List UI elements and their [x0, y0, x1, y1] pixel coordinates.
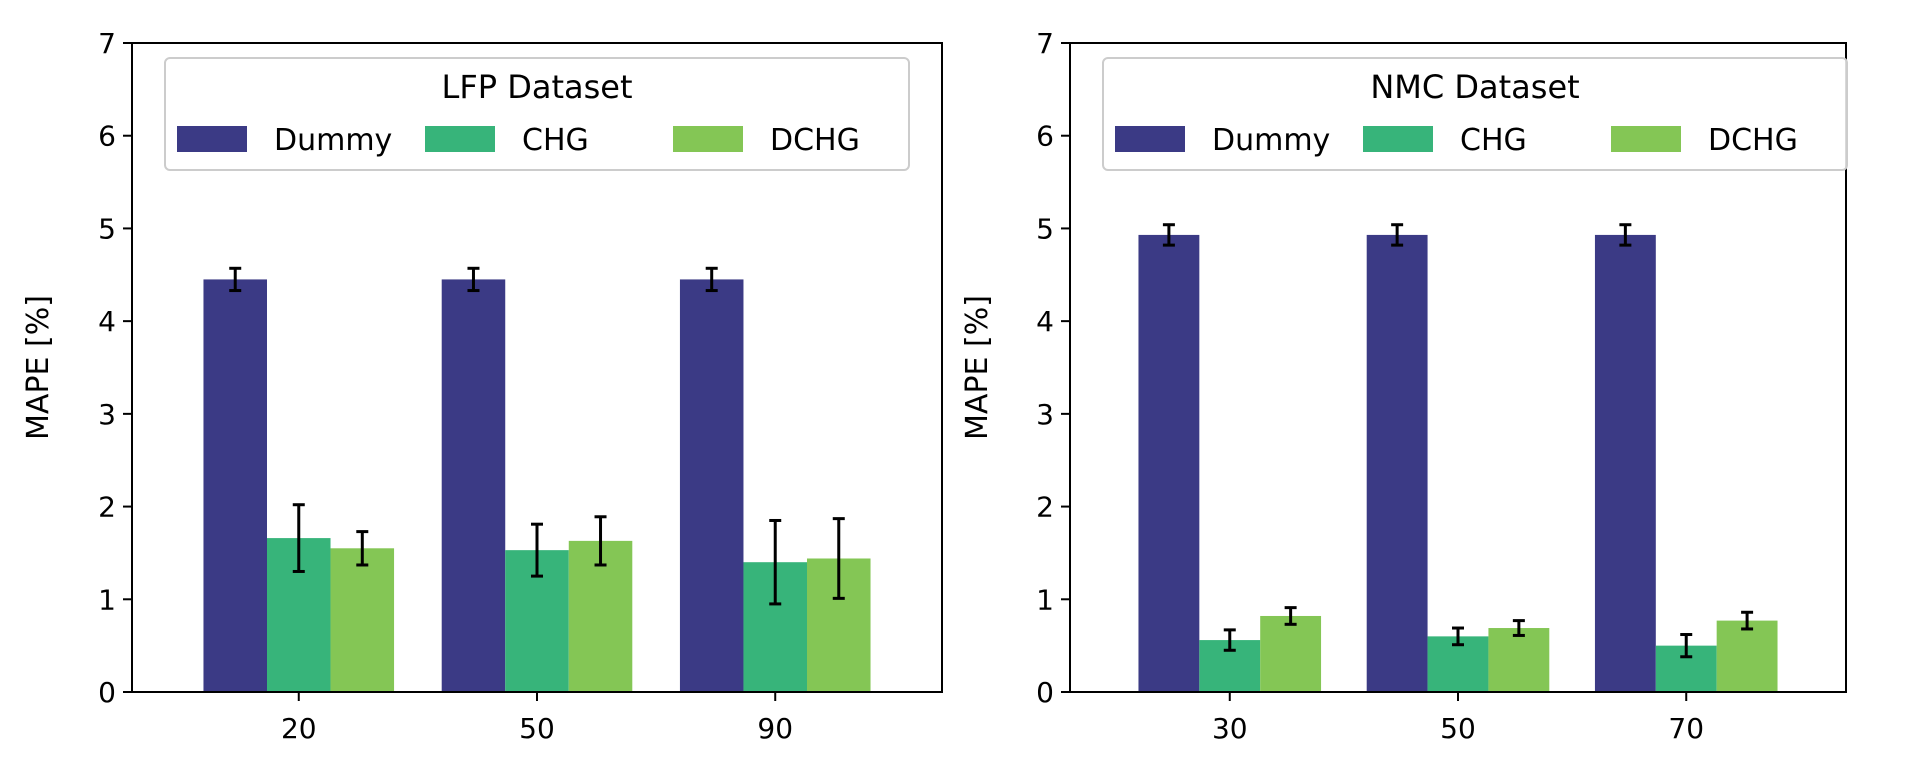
bar-dchg-70: [1716, 620, 1778, 692]
error-bar-dummy-50: [467, 266, 480, 293]
error-bar-dchg-70: [1741, 610, 1754, 631]
y-tick-label: 2: [98, 491, 116, 524]
y-tick-label: 6: [1036, 120, 1054, 153]
y-tick-label: 3: [98, 398, 116, 431]
legend-swatch: [1363, 126, 1433, 152]
y-tick-label: 4: [98, 305, 116, 338]
y-tick-label: 0: [1036, 676, 1054, 709]
bar-dummy-50: [441, 279, 506, 692]
error-bar-chg-50: [531, 522, 543, 578]
legend-title: LFP Dataset: [441, 68, 632, 106]
y-tick-label: 0: [98, 676, 116, 709]
bar-dchg-30: [1260, 615, 1322, 692]
error-bar-dchg-50: [1512, 619, 1525, 637]
x-tick-label: 50: [1440, 712, 1476, 745]
y-tick-label: 2: [1036, 491, 1054, 524]
legend-label: DCHG: [770, 123, 860, 158]
legend: NMC Dataset Dummy CHG DCHG: [1102, 57, 1848, 171]
y-tick-label: 7: [1036, 27, 1054, 60]
x-tick-label: 50: [519, 712, 555, 745]
x-tick-label: 20: [281, 712, 317, 745]
y-axis-label: MAPE [%]: [21, 295, 56, 440]
error-bar-dummy-30: [1162, 223, 1175, 247]
legend-entry-chg: CHG: [425, 123, 589, 158]
error-bar-dchg-90: [832, 517, 845, 600]
error-bar-dummy-20: [229, 266, 242, 293]
legend-entry-dummy: Dummy: [1115, 123, 1330, 158]
error-bar-dummy-50: [1391, 223, 1404, 247]
x-tick-label: 30: [1212, 712, 1248, 745]
y-axis-label: MAPE [%]: [960, 295, 995, 440]
legend-entry-dchg: DCHG: [673, 123, 860, 158]
error-bar-chg-90: [769, 518, 782, 606]
legend-label: CHG: [522, 123, 589, 158]
error-bar-dummy-90: [705, 266, 718, 293]
legend-swatch: [1115, 126, 1185, 152]
y-tick-label: 5: [1036, 212, 1054, 245]
legend-swatch: [673, 126, 743, 152]
bar-dchg-50: [1488, 628, 1550, 692]
legend-label: Dummy: [274, 123, 392, 158]
legend: LFP Dataset Dummy CHG DCHG: [164, 57, 910, 171]
legend-label: Dummy: [1212, 123, 1330, 158]
y-tick-label: 1: [98, 583, 116, 616]
error-bar-dchg-50: [594, 515, 607, 567]
y-tick-label: 3: [1036, 398, 1054, 431]
error-bar-dchg-20: [356, 530, 369, 567]
error-bar-chg-30: [1223, 628, 1236, 652]
legend-entry-dchg: DCHG: [1611, 123, 1798, 158]
legend-swatch: [425, 126, 495, 152]
x-tick-label: 70: [1668, 712, 1704, 745]
y-tick-label: 7: [98, 27, 116, 60]
legend-swatch: [1611, 126, 1681, 152]
legend-entry-chg: CHG: [1363, 123, 1527, 158]
bar-dummy-50: [1366, 234, 1428, 692]
legend-entry-dummy: Dummy: [177, 123, 392, 158]
y-tick-label: 5: [98, 212, 116, 245]
bar-dchg-20: [330, 548, 395, 692]
legend-label: DCHG: [1708, 123, 1798, 158]
x-tick-label: 90: [757, 712, 793, 745]
chart-panel-2: 0 1 2 3 4 5 6 7 30 50 70 MAPE [%] NMC Dataset Dummy CH…: [960, 27, 1848, 745]
y-tick-label: 4: [1036, 305, 1054, 338]
y-tick-label: 1: [1036, 583, 1054, 616]
error-bar-chg-50: [1452, 626, 1464, 647]
bar-dummy-20: [203, 279, 267, 692]
legend-swatch: [177, 126, 247, 152]
bar-dummy-30: [1138, 234, 1200, 692]
chart-panel-1: 0 1 2 3 4 5 6 7 20 50 90 MAPE [%] LFP Dataset Dummy CH…: [21, 27, 943, 745]
y-tick-label: 6: [98, 120, 116, 153]
legend-label: CHG: [1460, 123, 1527, 158]
error-bar-dchg-30: [1284, 606, 1297, 626]
bar-dummy-90: [679, 279, 744, 692]
error-bar-chg-20: [292, 503, 305, 573]
error-bar-dummy-70: [1619, 223, 1632, 247]
legend-title: NMC Dataset: [1370, 68, 1579, 106]
bar-dummy-70: [1594, 234, 1656, 692]
error-bar-chg-70: [1680, 633, 1693, 659]
